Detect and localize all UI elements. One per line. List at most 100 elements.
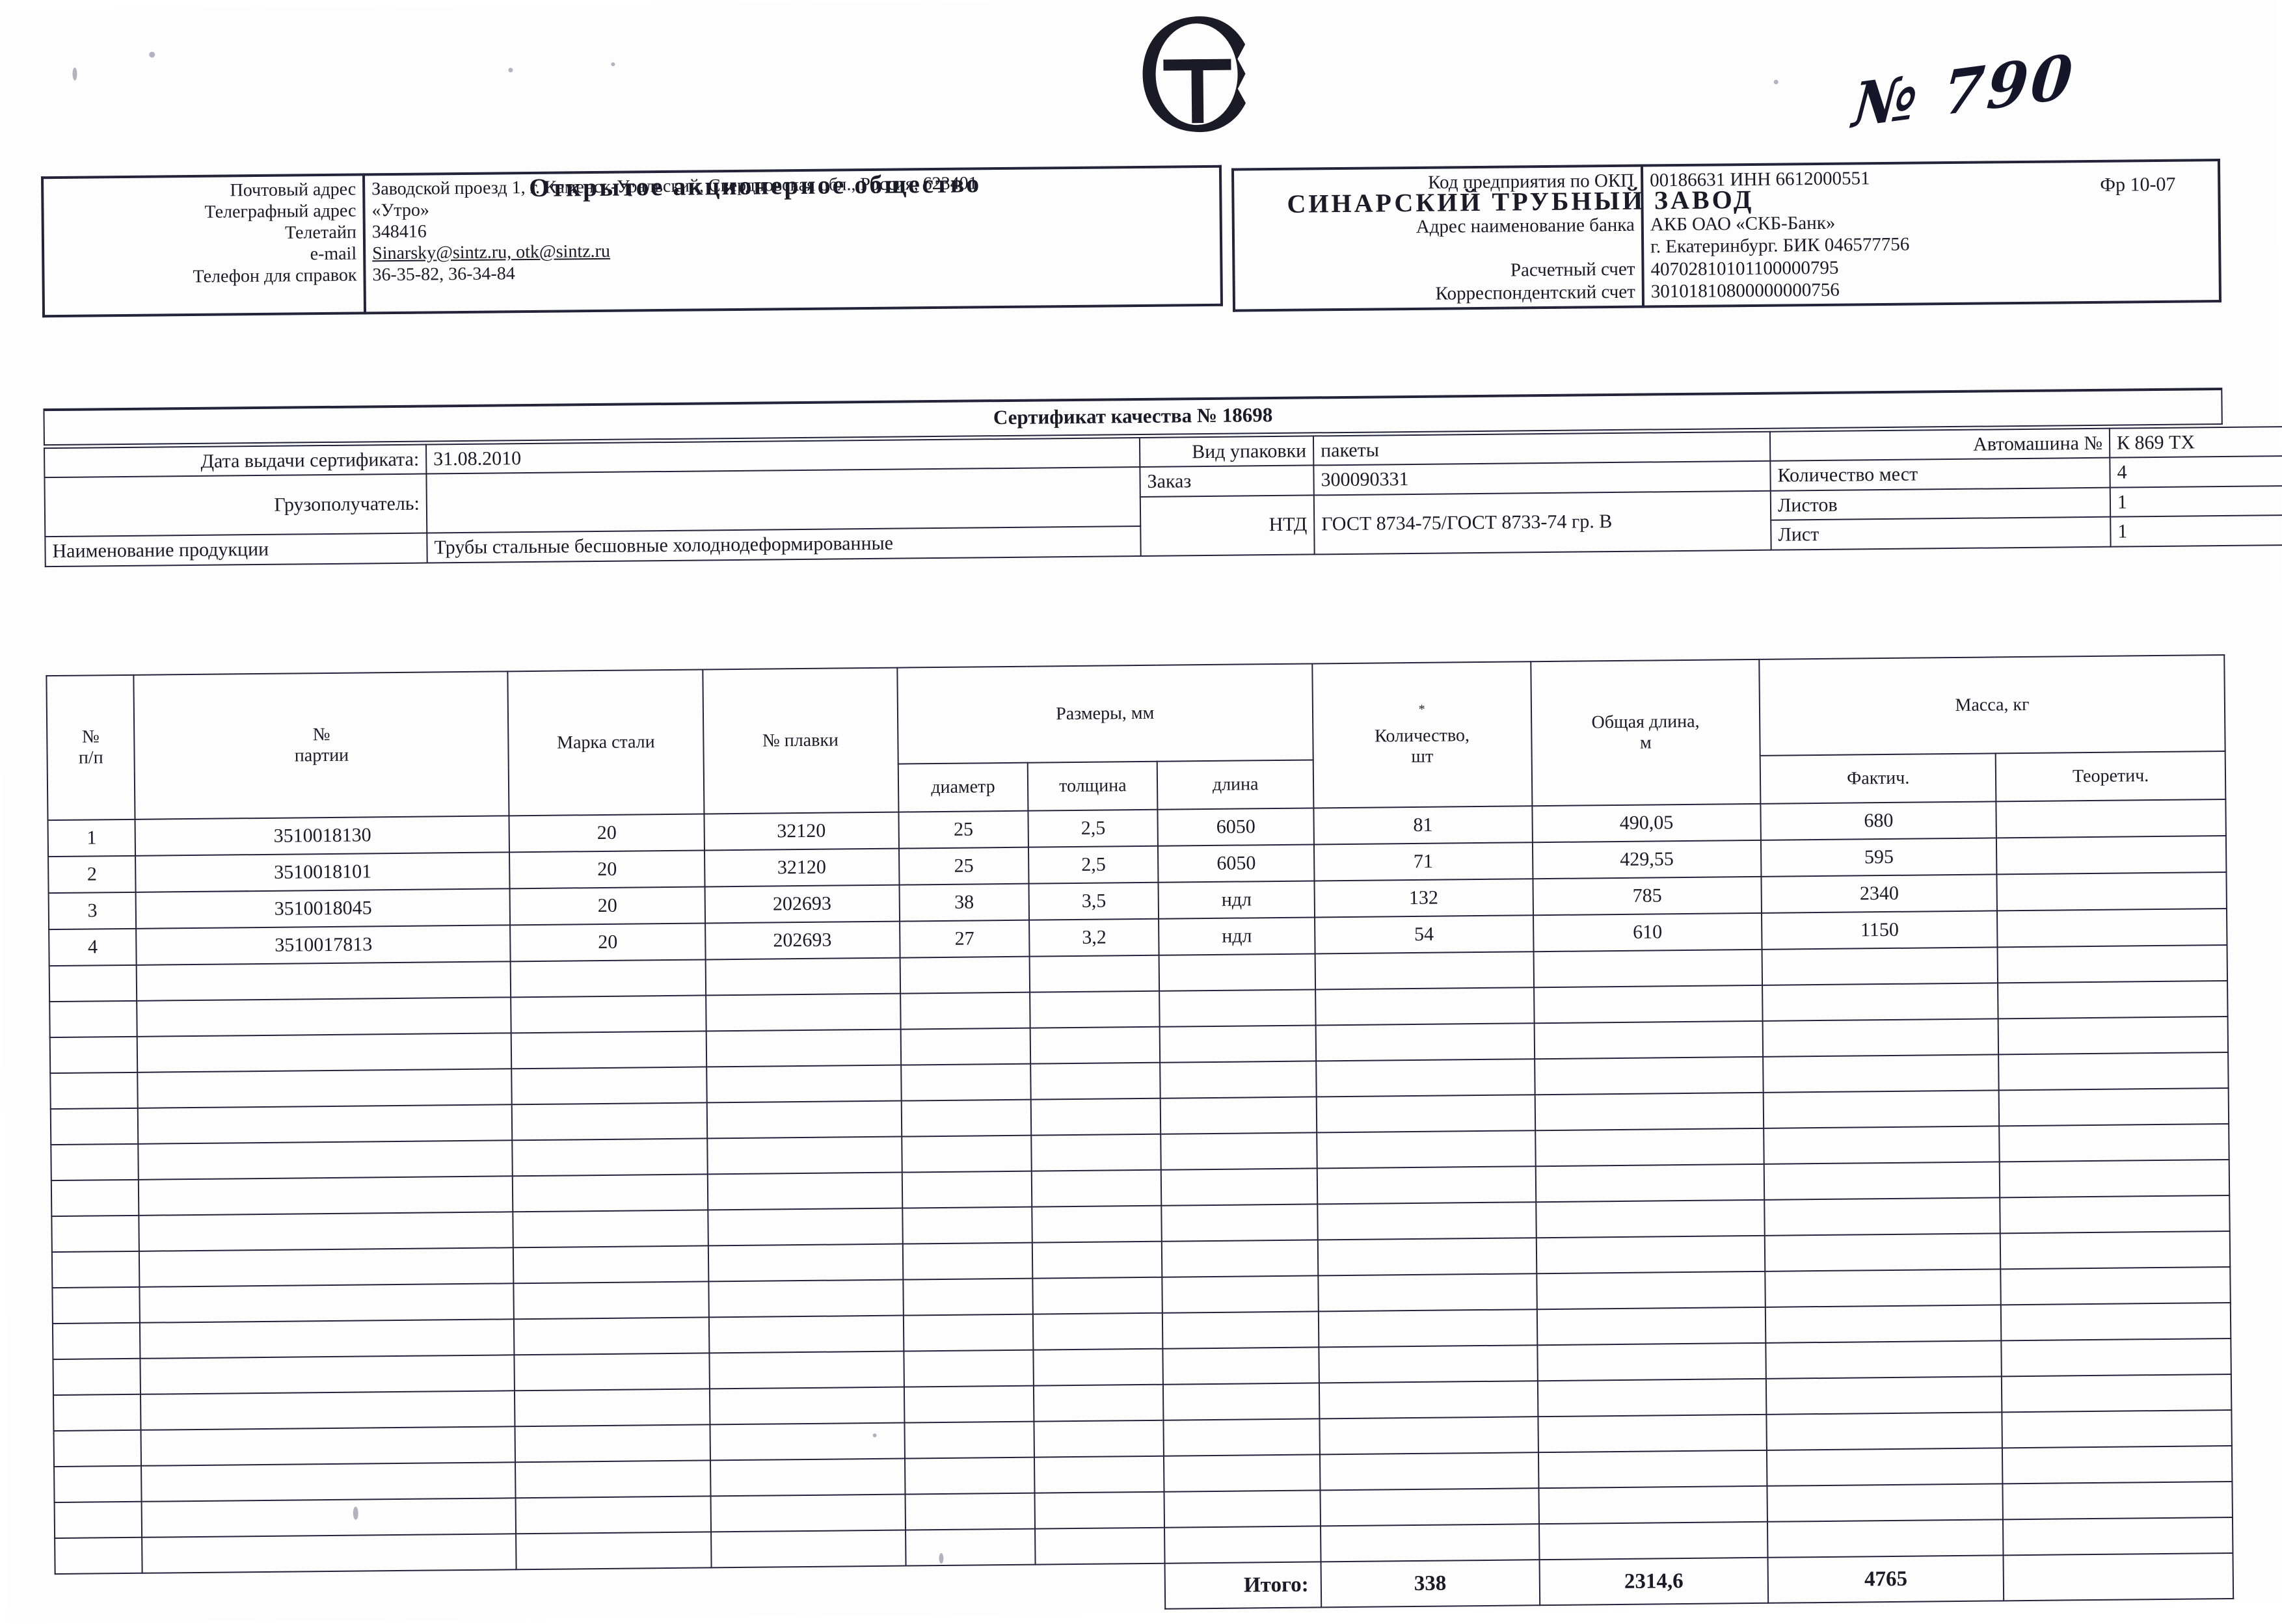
empty-cell[interactable] [513,1210,708,1248]
empty-cell[interactable] [1997,944,2228,983]
empty-cell[interactable] [2002,1481,2233,1520]
empty-cell[interactable] [511,995,706,1033]
empty-cell[interactable] [141,1462,516,1502]
empty-cell[interactable] [900,1063,1031,1101]
empty-cell[interactable] [1767,1448,2003,1486]
empty-cell[interactable] [54,1465,142,1503]
empty-cell[interactable] [1535,1128,1764,1167]
empty-cell[interactable] [511,959,706,998]
empty-cell[interactable] [707,1208,903,1246]
empty-cell[interactable] [1533,985,1763,1024]
empty-cell[interactable] [513,1281,709,1320]
empty-cell[interactable] [1762,947,1998,985]
empty-cell[interactable] [1535,1164,1765,1203]
empty-cell[interactable] [1318,1309,1537,1348]
empty-cell[interactable] [2001,1338,2231,1377]
empty-cell[interactable] [1764,1126,2000,1164]
empty-cell[interactable] [1163,1383,1320,1420]
empty-cell[interactable] [1538,1450,1767,1489]
empty-cell[interactable] [1762,983,1998,1021]
empty-cell[interactable] [1766,1376,2002,1415]
empty-cell[interactable] [138,1140,513,1180]
empty-cell[interactable] [137,997,512,1037]
empty-cell[interactable] [1164,1526,1321,1564]
empty-cell[interactable] [1537,1378,1767,1417]
empty-cell[interactable] [1032,1312,1163,1350]
empty-cell[interactable] [1536,1235,1765,1274]
empty-cell[interactable] [708,1351,904,1389]
empty-cell[interactable] [1315,987,1535,1026]
empty-cell[interactable] [902,1171,1032,1208]
empty-cell[interactable] [54,1501,142,1539]
empty-cell[interactable] [1163,1418,1320,1456]
empty-cell[interactable] [1535,1092,1764,1131]
empty-cell[interactable] [904,1457,1035,1495]
empty-cell[interactable] [55,1537,142,1575]
empty-cell[interactable] [710,1458,906,1497]
empty-cell[interactable] [1535,1199,1765,1238]
empty-cell[interactable] [49,1036,138,1074]
empty-cell[interactable] [1316,1095,1535,1133]
empty-cell[interactable] [513,1245,708,1284]
empty-cell[interactable] [706,1029,901,1067]
empty-cell[interactable] [1998,1087,2229,1126]
empty-cell[interactable] [1034,1384,1164,1422]
empty-cell[interactable] [1161,1204,1318,1242]
empty-cell[interactable] [1316,1130,1536,1169]
empty-cell[interactable] [51,1215,140,1253]
empty-cell[interactable] [1162,1275,1319,1313]
empty-cell[interactable] [511,1067,707,1105]
empty-cell[interactable] [1162,1347,1319,1385]
empty-cell[interactable] [136,961,511,1001]
empty-cell[interactable] [707,1172,902,1210]
empty-cell[interactable] [710,1494,906,1532]
empty-cell[interactable] [50,1108,139,1145]
empty-cell[interactable] [1763,1054,1999,1093]
empty-cell[interactable] [1767,1484,2004,1522]
empty-cell[interactable] [51,1179,139,1217]
empty-cell[interactable] [137,1069,513,1108]
empty-cell[interactable] [141,1391,515,1430]
empty-cell[interactable] [142,1534,517,1573]
empty-cell[interactable] [515,1424,710,1463]
empty-cell[interactable] [904,1350,1034,1387]
empty-cell[interactable] [1317,1238,1537,1276]
empty-cell[interactable] [1034,1456,1164,1493]
empty-cell[interactable] [1763,1090,2000,1128]
empty-cell[interactable] [2002,1445,2233,1484]
empty-cell[interactable] [1538,1485,1768,1524]
empty-cell[interactable] [1536,1271,1766,1310]
empty-cell[interactable] [901,1099,1032,1137]
empty-cell[interactable] [51,1251,140,1288]
empty-cell[interactable] [1162,1311,1319,1349]
empty-cell[interactable] [900,1028,1031,1065]
empty-cell[interactable] [1315,952,1534,990]
empty-cell[interactable] [138,1104,513,1144]
empty-cell[interactable] [2000,1231,2231,1270]
empty-cell[interactable] [1029,955,1160,992]
empty-cell[interactable] [141,1426,516,1466]
empty-cell[interactable] [902,1206,1032,1244]
empty-cell[interactable] [1319,1417,1538,1455]
empty-cell[interactable] [140,1319,515,1359]
empty-cell[interactable] [1998,1052,2229,1091]
empty-cell[interactable] [1538,1414,1767,1453]
empty-cell[interactable] [51,1143,139,1181]
empty-cell[interactable] [705,957,900,996]
empty-cell[interactable] [515,1496,711,1534]
empty-cell[interactable] [900,956,1030,994]
empty-cell[interactable] [1537,1307,1766,1346]
empty-cell[interactable] [1766,1412,2003,1450]
empty-cell[interactable] [1319,1381,1538,1419]
empty-cell[interactable] [706,1136,902,1175]
empty-cell[interactable] [515,1460,711,1498]
empty-cell[interactable] [1537,1342,1767,1381]
empty-cell[interactable] [2001,1302,2231,1341]
empty-cell[interactable] [53,1430,142,1467]
empty-cell[interactable] [1032,1241,1162,1279]
empty-cell[interactable] [1320,1524,1540,1562]
empty-cell[interactable] [1161,1168,1318,1206]
empty-cell[interactable] [903,1314,1034,1351]
empty-cell[interactable] [904,1385,1034,1423]
empty-cell[interactable] [1765,1340,2002,1379]
